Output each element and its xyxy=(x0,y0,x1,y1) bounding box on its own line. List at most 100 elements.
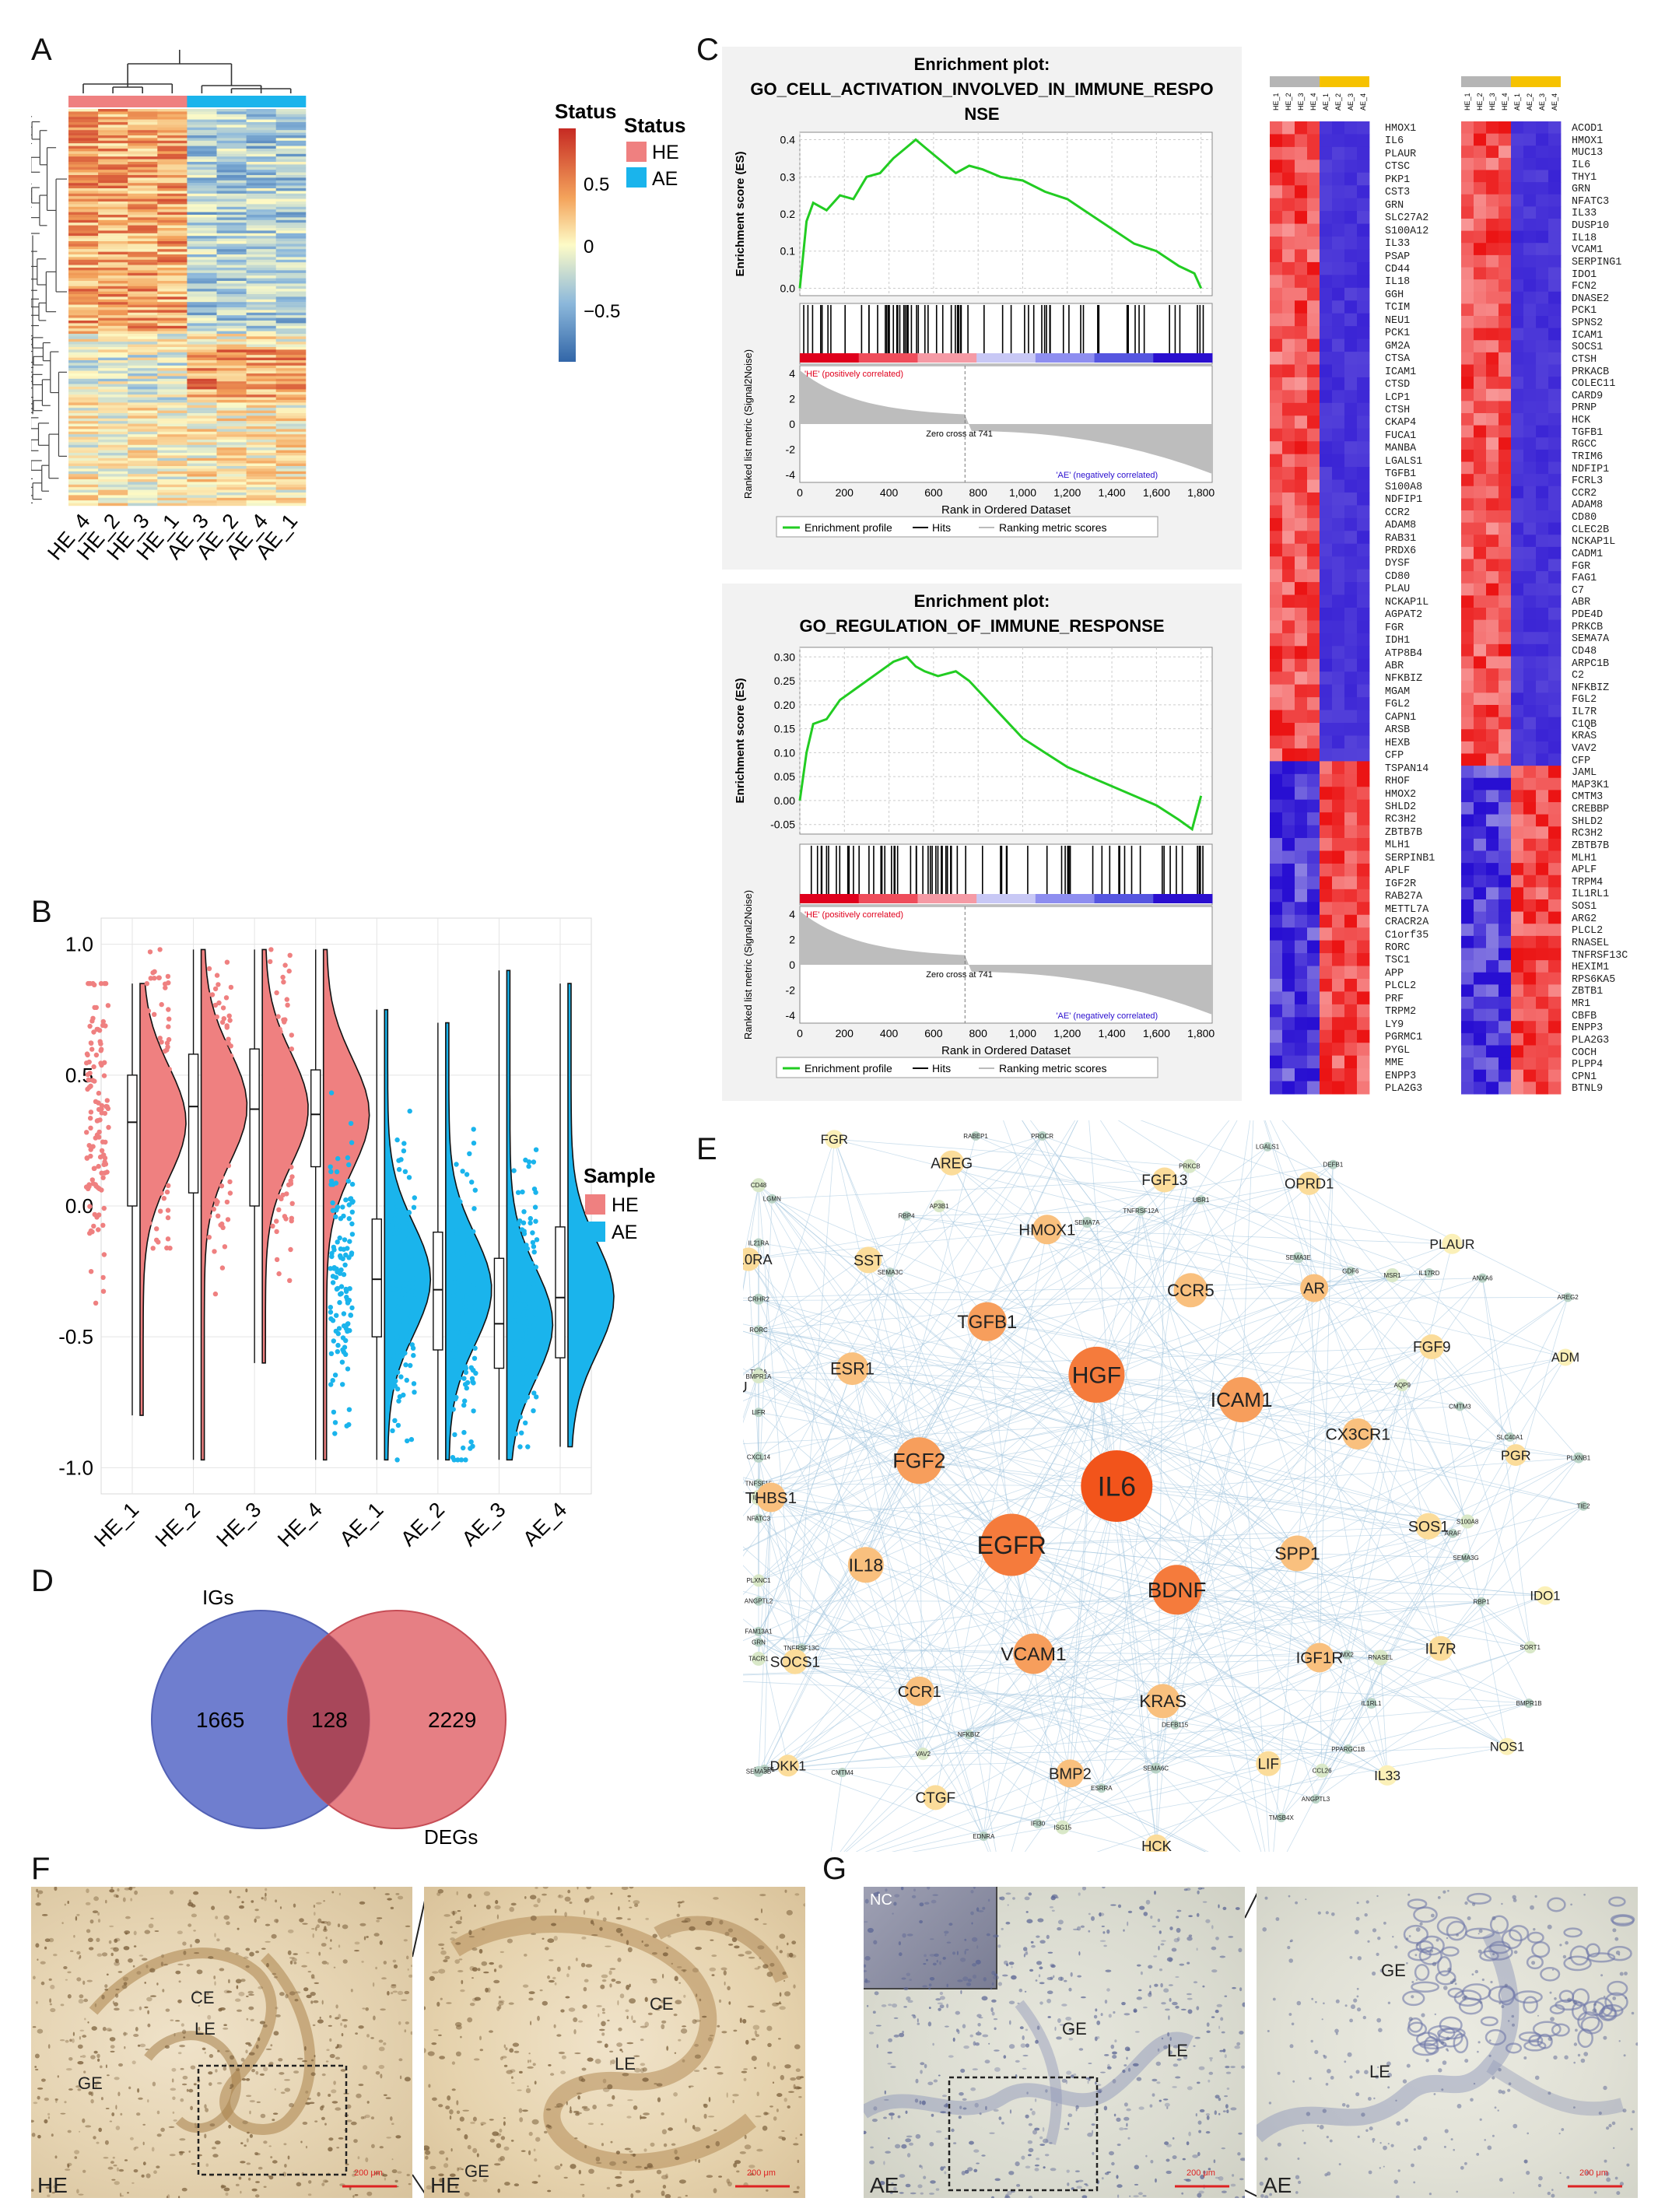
heatmap-cell xyxy=(157,268,188,271)
heatmap-cell xyxy=(1270,671,1283,685)
data-point xyxy=(339,1359,345,1365)
gene-node-label: BMP2 xyxy=(1049,1765,1092,1783)
nucleus xyxy=(366,2101,370,2104)
nucleus xyxy=(191,2163,197,2165)
data-point xyxy=(205,1020,211,1025)
heatmap-cell xyxy=(68,183,99,186)
heatmap-cell xyxy=(187,378,217,382)
heatmap-cell xyxy=(1332,838,1345,851)
gene-node xyxy=(1151,1565,1202,1615)
heatmap-cell xyxy=(1320,927,1333,941)
heatmap-cell xyxy=(1270,966,1283,980)
heatmap-cell xyxy=(68,381,99,384)
data-point xyxy=(455,1330,461,1335)
heatmap-cell xyxy=(1307,364,1320,378)
metric-tick-label: -4 xyxy=(786,1009,796,1022)
heatmap-cell xyxy=(216,249,247,252)
heatmap-cell xyxy=(1295,261,1308,275)
heatmap-cell xyxy=(187,400,217,403)
heatmap-cell xyxy=(1548,1045,1562,1058)
data-point xyxy=(285,1130,291,1135)
heatmap-cell xyxy=(1548,145,1562,159)
heatmap-cell xyxy=(128,183,158,186)
gene-node xyxy=(1372,1649,1389,1666)
heatmap-cell xyxy=(68,206,99,210)
heatmap-cell xyxy=(216,321,247,324)
heatmap-cell xyxy=(1523,401,1537,414)
heatmap-cell xyxy=(1486,1032,1499,1046)
network-edge xyxy=(987,1321,1403,1386)
data-point xyxy=(102,1155,108,1161)
heatmap-cell xyxy=(1282,275,1295,289)
heatmap-cell xyxy=(1461,608,1474,621)
heatmap-cell xyxy=(98,249,128,252)
heatmap-cell xyxy=(1307,569,1320,583)
gene-node xyxy=(1345,1266,1355,1276)
es-tick-label: 0.05 xyxy=(774,770,795,783)
heatmap-cell xyxy=(1523,546,1537,560)
data-point xyxy=(451,1275,457,1281)
data-point xyxy=(209,1107,215,1113)
heatmap-cell xyxy=(128,321,158,324)
heatmap-cell xyxy=(1307,402,1320,416)
heatmap-cell xyxy=(1523,935,1537,949)
heatmap-cell xyxy=(275,429,307,432)
heatmap-cell xyxy=(275,241,307,244)
heatmap-cell xyxy=(157,164,188,167)
heatmap-cell xyxy=(98,289,128,292)
heatmap-cell xyxy=(275,289,307,292)
heatmap-cell xyxy=(1474,948,1487,961)
heatmap-cell xyxy=(275,145,307,149)
heatmap-cell xyxy=(1307,223,1320,237)
heatmap-cell xyxy=(216,415,247,419)
heatmap-cell xyxy=(1461,887,1474,900)
heatmap-cell xyxy=(275,431,307,435)
heatmap-cell xyxy=(68,217,99,220)
x-tick-label: 1,000 xyxy=(1009,1027,1036,1039)
data-point xyxy=(163,1066,168,1072)
heatmap-cell xyxy=(1357,275,1370,289)
heatmap-cell xyxy=(187,474,217,477)
gene-node xyxy=(1315,1763,1330,1778)
gene-node-label: CD48 xyxy=(751,1182,767,1189)
heatmap-cell xyxy=(1332,377,1345,391)
heatmap-cell xyxy=(1461,571,1474,584)
heatmap-cell xyxy=(1474,157,1487,171)
nucleus xyxy=(314,1912,316,1916)
network-edge xyxy=(840,1485,1117,1852)
heatmap-cell xyxy=(1461,316,1474,329)
network-edge xyxy=(1155,1533,1453,1769)
heatmap-cell xyxy=(1486,1081,1499,1095)
heatmap-cell xyxy=(246,342,277,345)
heatmap-cell xyxy=(157,124,188,128)
nucleus xyxy=(296,2182,302,2187)
heatmap-cell xyxy=(98,286,128,289)
heatmap-cell xyxy=(157,440,188,443)
heatmap-cell xyxy=(68,117,99,120)
x-tick-label: HE_4 xyxy=(273,1498,327,1551)
heatmap-cell xyxy=(246,212,277,216)
heatmap-cell xyxy=(1474,766,1487,779)
heatmap-cell xyxy=(246,495,277,498)
heatmap-cell xyxy=(128,493,158,496)
heatmap-cell xyxy=(246,167,277,170)
heatmap-cell xyxy=(1461,924,1474,937)
gene-node xyxy=(1563,1292,1573,1302)
gene-node-label: NOS1 xyxy=(1490,1740,1524,1754)
heatmap-cell xyxy=(1282,978,1295,992)
nucleus xyxy=(242,2120,248,2125)
heatmap-cell xyxy=(246,310,277,313)
heatmap-cell xyxy=(246,315,277,318)
heatmap-cell xyxy=(1344,326,1358,340)
heatmap-cell xyxy=(128,312,158,316)
heatmap-cell xyxy=(1282,249,1295,263)
heatmap-cell xyxy=(1270,646,1283,660)
heatmap-cell xyxy=(1511,352,1524,366)
heatmap-cell xyxy=(68,418,99,422)
heatmap-cell xyxy=(98,156,128,160)
data-point xyxy=(393,1378,398,1384)
heatmap-cell xyxy=(157,474,188,477)
data-point xyxy=(159,1039,164,1045)
heatmap-cell xyxy=(216,325,247,329)
es-plot-frame xyxy=(799,647,1213,835)
